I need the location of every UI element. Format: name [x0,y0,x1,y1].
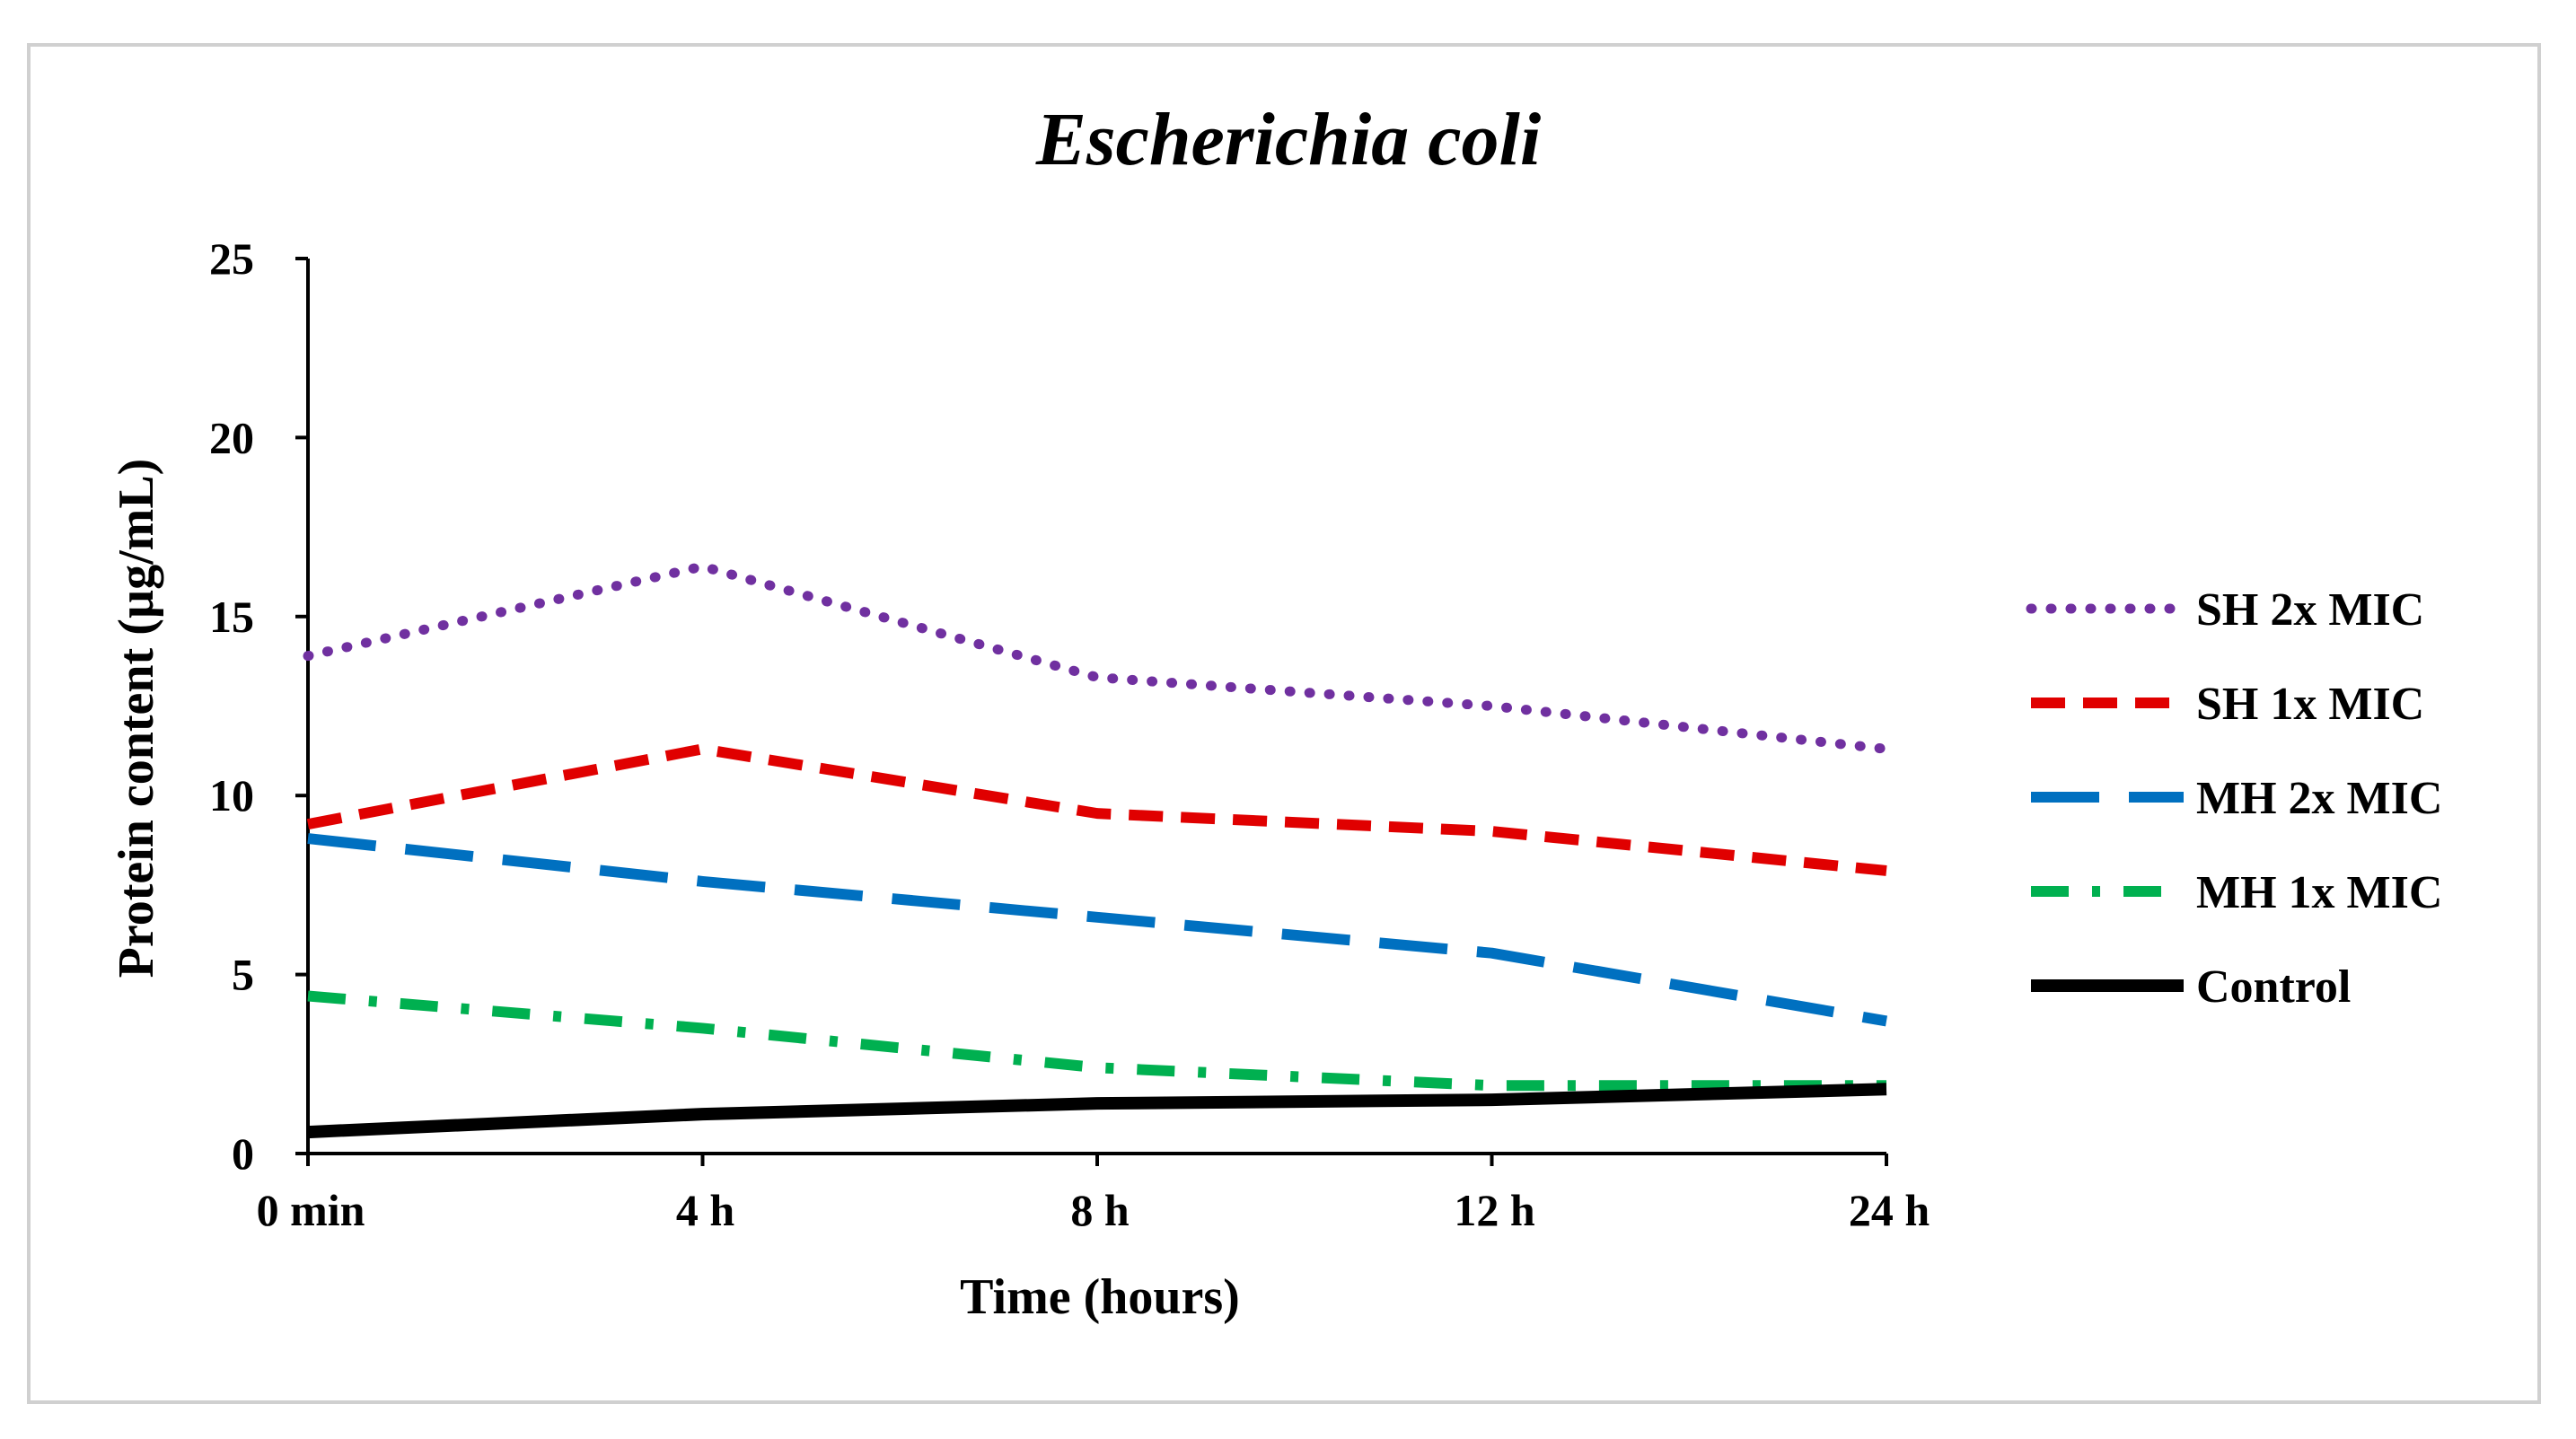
series-line-sh-2x-mic [303,561,1892,754]
series-line-mh-2x-mic [307,833,1888,1027]
y-tick-label: 10 [209,770,254,820]
axes: 0 5 10 15 20 25 0 min 4 h 8 h 12 h 24 h [209,233,1930,1235]
y-tick-label: 20 [209,412,254,462]
legend-label: SH 2x MIC [2196,584,2424,636]
chart-title: Escherichia coli [1035,98,1541,181]
legend-label: SH 1x MIC [2196,679,2424,730]
x-axis-title: Time (hours) [960,1269,1240,1325]
y-tick-label: 5 [232,950,254,1000]
series-line-control [307,1083,1887,1139]
chart-frame [27,43,2541,1404]
x-tick-label: 12 h [1454,1185,1535,1235]
x-tick-label: 8 h [1070,1185,1130,1235]
legend: SH 2x MIC SH 1x MIC MH 2x MIC MH 1x MIC Cont… [2026,584,2442,1013]
y-tick-label: 15 [209,592,254,642]
series-lines [303,561,1892,1139]
legend-label: MH 1x MIC [2196,867,2442,918]
x-tick-label: 4 h [676,1185,735,1235]
y-tick-label: 0 [232,1128,254,1179]
x-tick-label: 0 min [257,1185,365,1235]
series-line-mh-1x-mic [307,990,1886,1092]
x-tick-label: 24 h [1849,1185,1930,1235]
legend-label: Control [2196,961,2351,1013]
legend-label: MH 2x MIC [2196,773,2442,824]
series-line-sh-1x-mic [306,743,1887,876]
y-axis-title: Protein content (µg/mL) [109,459,164,978]
y-tick-label: 25 [209,233,254,284]
